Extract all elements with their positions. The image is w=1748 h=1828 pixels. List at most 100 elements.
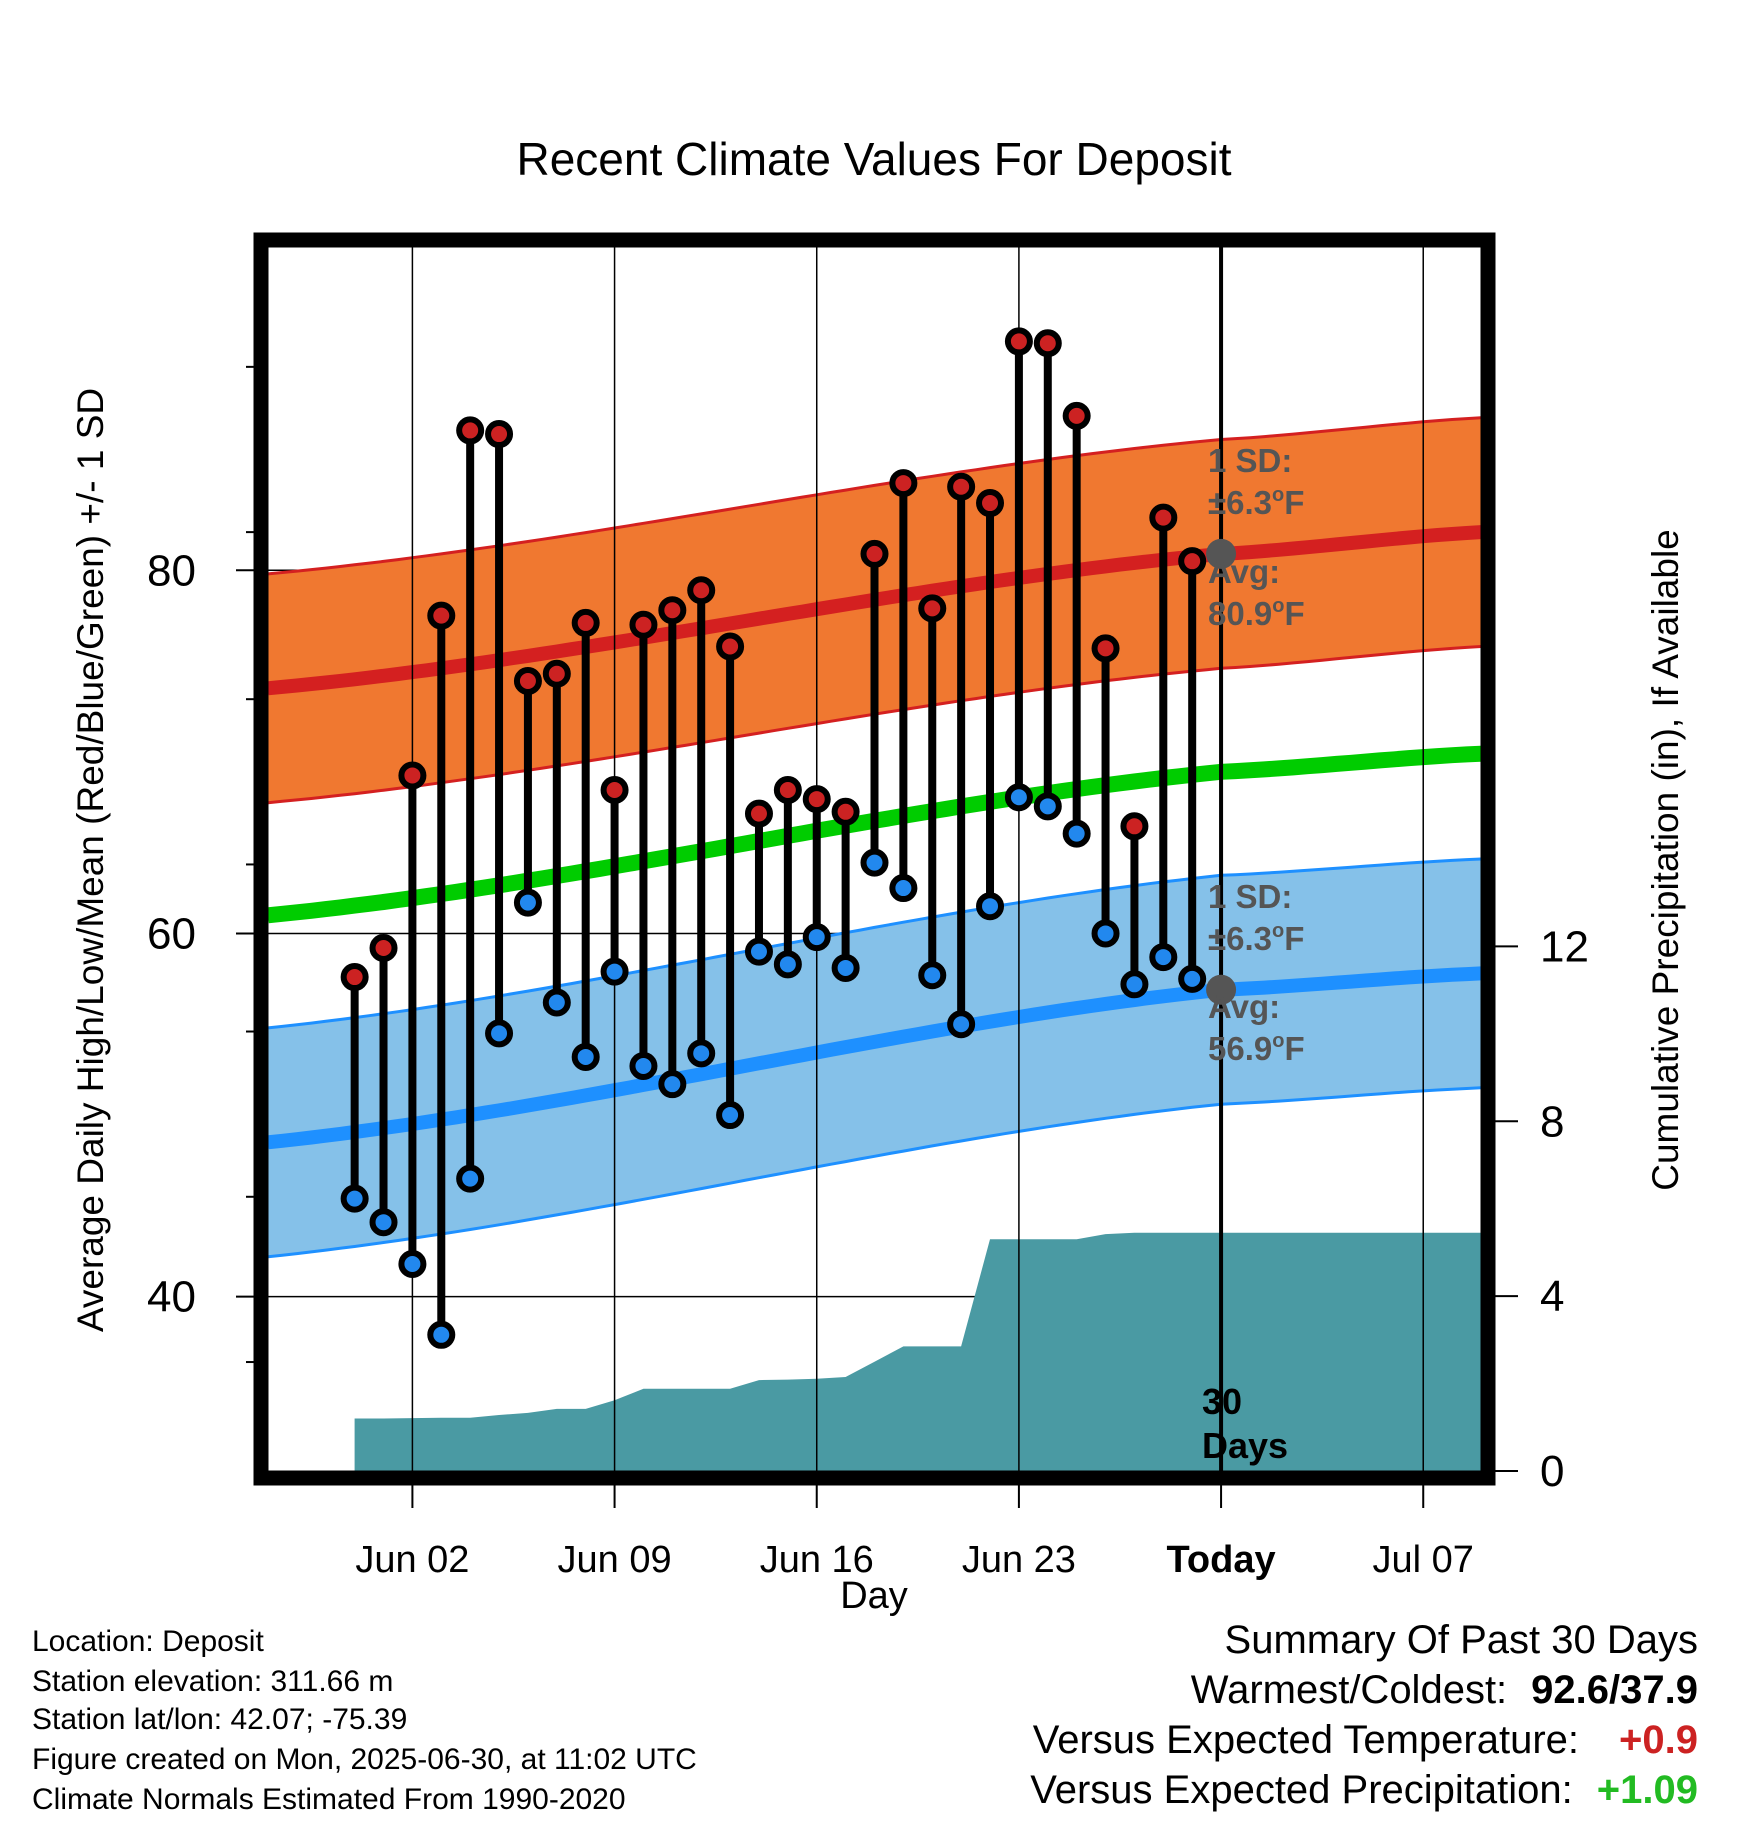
high-point (860, 539, 889, 568)
high-point (831, 797, 860, 826)
summary-precip: Versus Expected Precipitation: +1.09 (1030, 1768, 1698, 1813)
high-point (1004, 327, 1033, 356)
warm-cold-label: Warmest/Coldest: (1190, 1668, 1508, 1712)
warm-cold-value: 92.6/37.9 (1531, 1668, 1698, 1712)
x-tick-label: Jun 23 (962, 1539, 1076, 1581)
high-point (369, 933, 398, 962)
high-point (456, 416, 485, 445)
low-avg-annotation-degree: o (1272, 1030, 1284, 1052)
low-sd-annotation-number: ±6.3 (1208, 920, 1272, 957)
summary-title: Summary Of Past 30 Days (1224, 1618, 1698, 1662)
high-sd-annotation-unit: F (1284, 484, 1304, 521)
high-avg-annotation-degree: o (1272, 595, 1284, 617)
low-sd-lower-line (268, 1086, 1481, 1259)
high-point (571, 608, 600, 637)
x-tick-label: Jun 16 (760, 1539, 874, 1581)
low-avg-annotation-unit: F (1284, 1030, 1304, 1067)
days-label-text: Days (1202, 1425, 1288, 1466)
low-point (802, 923, 831, 952)
high-avg-annotation-number: 80.9 (1208, 595, 1272, 632)
high-point (629, 610, 658, 639)
right-tick-label-4: 4 (1540, 1272, 1564, 1321)
today-avg-low-marker (1206, 974, 1237, 1005)
y-tick-label-40: 40 (147, 1273, 196, 1322)
low-point (513, 888, 542, 917)
low-point (918, 961, 947, 990)
low-sd-annotation-degree: o (1272, 920, 1284, 942)
high-point (542, 659, 571, 688)
low-sd-annotation-value: ±6.3oF (1208, 920, 1304, 957)
high-point (976, 489, 1005, 518)
high-sd-annotation-label: 1 SD: (1208, 442, 1292, 479)
low-point (947, 1010, 976, 1039)
high-point (947, 472, 976, 501)
low-point (1091, 919, 1120, 948)
low-point (831, 953, 860, 982)
x-tick-label: Jun 02 (355, 1539, 469, 1581)
x-tick-label: Jun 09 (558, 1539, 672, 1581)
low-sd-annotation-label: 1 SD: (1208, 878, 1292, 915)
high-point (744, 799, 773, 828)
high-point (687, 576, 716, 605)
high-point (1062, 401, 1091, 430)
high-point (802, 785, 831, 814)
temp-label: Versus Expected Temperature: (1032, 1718, 1579, 1762)
y-axis-label-right: Cumulative Precipitation (in), If Availa… (1645, 529, 1686, 1191)
low-point (1033, 792, 1062, 821)
low-sd-annotation-unit: F (1284, 920, 1304, 957)
low-point (340, 1184, 369, 1213)
low-point (398, 1249, 427, 1278)
low-point (1004, 783, 1033, 812)
high-avg-annotation-unit: F (1284, 595, 1304, 632)
today-avg-high-marker (1206, 538, 1237, 569)
created-text: Figure created on Mon, 2025-06-30, at 11… (32, 1743, 697, 1776)
latlon-text: Station lat/lon: 42.07; -75.39 (32, 1703, 408, 1736)
low-point (369, 1208, 398, 1237)
low-point (1120, 970, 1149, 999)
high-avg-annotation-label: Avg: (1208, 553, 1280, 590)
high-point (1149, 503, 1178, 532)
summary-warm-cold: Warmest/Coldest: 92.6/37.9 (1191, 1668, 1698, 1713)
high-point (889, 469, 918, 498)
low-point (1062, 819, 1091, 848)
low-point (1178, 964, 1207, 993)
high-point (398, 761, 427, 790)
location-text: Location: Deposit (32, 1625, 264, 1658)
right-tick-label-8: 8 (1540, 1097, 1564, 1146)
y-tick-label-60: 60 (147, 909, 196, 958)
high-avg-annotation-value: 80.9oF (1208, 595, 1305, 632)
x-axis-label: Day (840, 1575, 908, 1617)
high-point (427, 601, 456, 630)
plot-frame (253, 232, 1496, 1486)
low-point (485, 1019, 514, 1048)
precip-value: +1.09 (1596, 1768, 1698, 1812)
low-point (773, 950, 802, 979)
low-point (427, 1320, 456, 1349)
y-axis-label-left: Average Daily High/Low/Mean (Red/Blue/Gr… (70, 388, 111, 1332)
low-point (542, 988, 571, 1017)
y-tick-label-80: 80 (147, 546, 196, 595)
low-point (860, 848, 889, 877)
high-point (1178, 547, 1207, 576)
high-sd-annotation-number: ±6.3 (1208, 484, 1272, 521)
low-avg-annotation-number: 56.9 (1208, 1030, 1272, 1067)
low-point (744, 937, 773, 966)
precipitation-area (354, 1232, 1481, 1471)
high-point (716, 632, 745, 661)
axes: 40 60 80 0 4 8 12 Jun 02 Jun 09 Jun 16 Jun 23 Today… (147, 365, 1589, 1581)
high-point (658, 596, 687, 625)
low-sd-band (268, 859, 1481, 1257)
right-tick-label-0: 0 (1540, 1447, 1564, 1496)
high-sd-annotation-value: ±6.3oF (1208, 484, 1304, 521)
normals-text: Climate Normals Estimated From 1990-2020 (32, 1783, 626, 1816)
high-point (918, 594, 947, 623)
high-point (1120, 812, 1149, 841)
low-point (600, 957, 629, 986)
precip-label: Versus Expected Precipitation: (1030, 1768, 1573, 1812)
days-label-number: 30 (1202, 1381, 1242, 1422)
low-point (976, 892, 1005, 921)
high-point (340, 963, 369, 992)
elevation-text: Station elevation: 311.66 m (32, 1665, 394, 1698)
low-point (456, 1164, 485, 1193)
